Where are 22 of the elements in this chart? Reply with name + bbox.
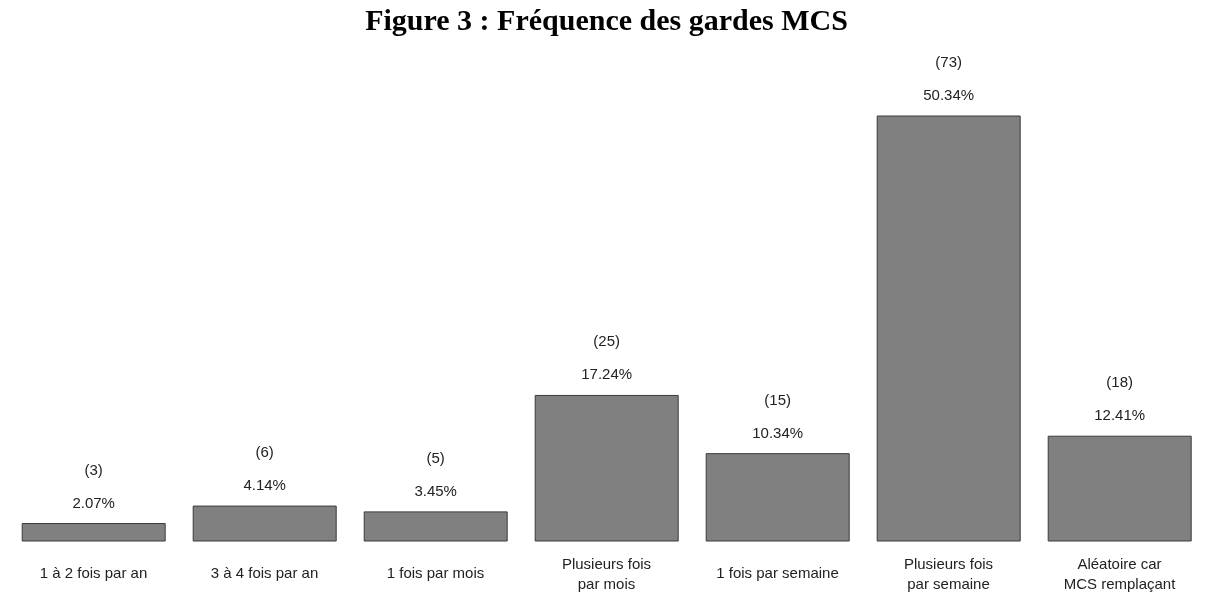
x-tick-label: 1 fois par semaine xyxy=(716,563,839,581)
data-label: (5) 3.45% xyxy=(414,448,457,499)
bar xyxy=(363,511,508,542)
x-tick-label: 3 à 4 fois par an xyxy=(210,563,319,581)
bar xyxy=(876,115,1021,542)
x-tick-label: Plusieurs fois par semaine xyxy=(903,554,994,592)
data-label: (18) 12.41% xyxy=(1094,372,1146,423)
data-label: (3) 2.07% xyxy=(72,460,115,511)
data-label: (6) 4.14% xyxy=(243,442,286,493)
x-tick-label: 1 fois par mois xyxy=(386,563,485,581)
chart-title: Figure 3 : Fréquence des gardes MCS xyxy=(365,3,848,36)
bar xyxy=(192,505,337,542)
data-label: (25) 17.24% xyxy=(581,331,633,382)
x-tick-label: 1 à 2 fois par an xyxy=(39,563,148,581)
bar xyxy=(705,453,850,542)
bar xyxy=(1047,435,1192,542)
x-tick-label: Plusieurs fois par mois xyxy=(561,554,652,592)
data-label: (15) 10.34% xyxy=(752,390,804,441)
x-tick-label: Aléatoire car MCS remplaçant xyxy=(1063,554,1177,592)
data-label: (73) 50.34% xyxy=(923,52,975,103)
bar xyxy=(534,394,679,542)
bar xyxy=(21,523,166,542)
